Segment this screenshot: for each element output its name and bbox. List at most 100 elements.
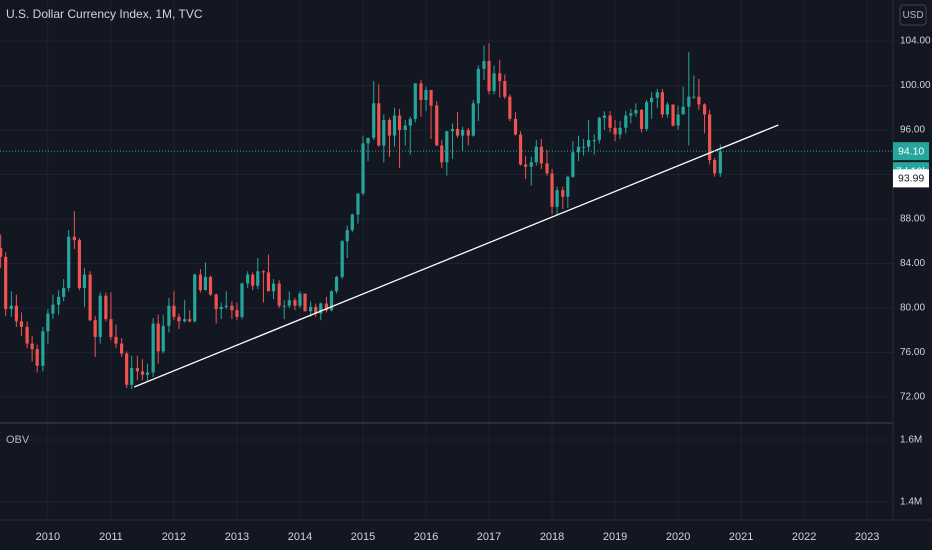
- grid: [0, 0, 893, 520]
- candle-body: [329, 291, 334, 311]
- indicator-tick-label: 1.4M: [900, 497, 922, 508]
- candle-body: [135, 368, 139, 372]
- candle-body: [88, 274, 92, 321]
- candle-body: [413, 83, 417, 119]
- candle-body: [130, 368, 134, 385]
- candle-body: [293, 300, 297, 306]
- candle-body: [592, 140, 596, 142]
- candle-body: [93, 320, 97, 337]
- candle-body: [498, 73, 502, 82]
- candle-body: [177, 316, 181, 322]
- candle-body: [356, 193, 360, 215]
- candle-body: [550, 173, 554, 207]
- candle-body: [72, 236, 76, 241]
- candle-body: [377, 103, 381, 146]
- candle-body: [114, 336, 118, 344]
- x-tick-label: 2020: [666, 531, 690, 543]
- x-tick-label: 2016: [414, 531, 438, 543]
- candle-body: [403, 125, 407, 131]
- candle-body: [183, 319, 187, 322]
- candle-body: [561, 190, 565, 197]
- last-price-box: [893, 142, 929, 161]
- candle-body: [697, 96, 701, 105]
- candle-body: [608, 115, 612, 128]
- y-tick-label: 96.00: [900, 125, 925, 136]
- candle-body: [271, 283, 276, 292]
- candle-body: [419, 83, 423, 100]
- candle-body: [655, 92, 659, 98]
- candle-body: [167, 305, 171, 326]
- candle-body: [35, 349, 39, 366]
- candle-body: [708, 114, 712, 161]
- candle-body: [455, 128, 460, 136]
- candle-body: [120, 343, 124, 354]
- candle-body: [487, 61, 491, 92]
- candle-body: [450, 128, 455, 132]
- candle-body: [482, 61, 486, 69]
- candle-body: [503, 81, 507, 97]
- currency-button[interactable]: [899, 4, 927, 26]
- candle-body: [350, 214, 354, 231]
- candle-body: [57, 296, 61, 305]
- candle-body: [140, 371, 145, 375]
- candle-body: [602, 115, 606, 118]
- y-tick-label: 76.00: [900, 347, 925, 358]
- candle-body: [25, 326, 29, 344]
- candle-body: [319, 303, 323, 314]
- x-tick-label: 2012: [162, 531, 186, 543]
- candle-body: [613, 127, 617, 135]
- candle-body: [287, 300, 291, 306]
- candle-body: [51, 304, 55, 314]
- candle-body: [718, 151, 722, 174]
- candle-body: [298, 293, 302, 306]
- candle-body: [145, 372, 150, 375]
- candle-body: [492, 73, 496, 92]
- candle-body: [476, 68, 480, 104]
- currency-label[interactable]: USD: [902, 10, 923, 21]
- y-tick-label: 100.00: [900, 80, 931, 91]
- candle-body: [408, 118, 412, 126]
- candle-body: [230, 305, 234, 311]
- candle-body: [644, 102, 649, 129]
- candle-body: [687, 96, 691, 107]
- candle-body: [208, 276, 213, 295]
- overlay: [0, 124, 893, 388]
- candle-body: [587, 140, 591, 147]
- x-tick-label: 2021: [729, 531, 753, 543]
- candle-body: [4, 256, 8, 310]
- candle-body: [518, 134, 523, 165]
- candle-body: [98, 295, 102, 337]
- candle-body: [429, 89, 433, 106]
- candle-body: [246, 274, 250, 284]
- y-tick-label: 72.00: [900, 392, 925, 403]
- candle-body: [46, 313, 50, 332]
- candle-body: [671, 104, 675, 126]
- candle-body: [340, 241, 344, 277]
- candle-body: [555, 190, 559, 207]
- x-tick-label: 2017: [477, 531, 501, 543]
- candle-body: [513, 118, 518, 135]
- candle-body: [545, 163, 549, 174]
- candle-body: [523, 164, 528, 167]
- last-price-label: 94.10: [898, 145, 924, 157]
- candle-body: [172, 305, 176, 317]
- candle-body: [156, 323, 160, 352]
- candle-body: [571, 152, 575, 177]
- candle-body: [681, 106, 685, 115]
- y-tick-label: 88.00: [900, 214, 925, 225]
- candle-body: [314, 306, 318, 314]
- candle-body: [534, 146, 538, 163]
- candle-body: [629, 113, 633, 116]
- candle-body: [566, 176, 570, 197]
- candle-body: [282, 305, 286, 307]
- x-tick-label: 2023: [855, 531, 879, 543]
- candle-body: [251, 274, 255, 286]
- candle-body: [303, 293, 307, 312]
- x-tick-label: 2013: [225, 531, 249, 543]
- candle-body: [361, 143, 365, 194]
- candle-body: [424, 89, 428, 100]
- candle-body: [219, 306, 223, 310]
- candle-body: [309, 306, 313, 312]
- candle-body: [188, 319, 192, 322]
